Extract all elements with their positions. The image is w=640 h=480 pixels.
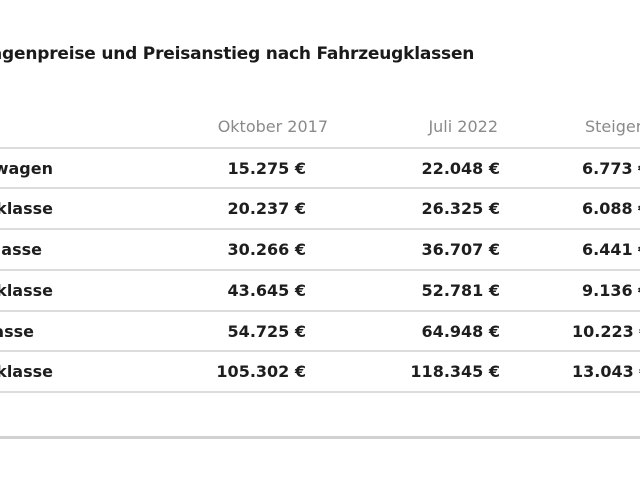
cell-oct2017: 15.275 €: [227, 159, 306, 178]
row-label: Luxusklasse: [0, 362, 53, 381]
table-row: Kompaktklasse 20.237 € 26.325 € 6.088 €: [0, 189, 640, 229]
cell-jul2022: 118.345 €: [410, 362, 500, 381]
row-divider: [0, 187, 640, 189]
header-divider: [0, 147, 640, 149]
cell-jul2022: 64.948 €: [421, 322, 500, 341]
cell-jul2022: 26.325 €: [421, 199, 500, 218]
cell-increase: 6.088 €: [582, 199, 640, 218]
table-row: Kleinwagen 15.275 € 22.048 € 6.773 €: [0, 149, 640, 189]
header-steigerung: Steigerung: [585, 117, 640, 136]
table-row: Obere Mittelklasse 43.645 € 52.781 € 9.1…: [0, 271, 640, 311]
cell-oct2017: 20.237 €: [227, 199, 306, 218]
cell-oct2017: 43.645 €: [227, 281, 306, 300]
row-divider: [0, 269, 640, 271]
row-label: Oberklasse: [0, 322, 34, 341]
row-label: Kleinwagen: [0, 159, 53, 178]
cell-increase: 13.043 €: [572, 362, 640, 381]
row-divider: [0, 350, 640, 352]
row-label: Kompaktklasse: [0, 199, 53, 218]
header-juli-2022: Juli 2022: [428, 117, 498, 136]
cell-increase: 6.441 €: [582, 240, 640, 259]
table-title: Neuwagenpreise und Preisanstieg nach Fah…: [0, 44, 475, 64]
header-oktober-2017: Oktober 2017: [217, 117, 328, 136]
cell-increase: 6.773 €: [582, 159, 640, 178]
cell-oct2017: 54.725 €: [227, 322, 306, 341]
table-bottom-border: [0, 436, 640, 439]
row-divider: [0, 310, 640, 312]
cell-jul2022: 36.707 €: [421, 240, 500, 259]
row-label: Obere Mittelklasse: [0, 281, 53, 300]
cell-increase: 10.223 €: [572, 322, 640, 341]
table-row: Oberklasse 54.725 € 64.948 € 10.223 €: [0, 312, 640, 352]
table-row: Mittelklasse 30.266 € 36.707 € 6.441 €: [0, 230, 640, 270]
cell-jul2022: 22.048 €: [421, 159, 500, 178]
row-divider: [0, 228, 640, 230]
cell-oct2017: 105.302 €: [216, 362, 306, 381]
table-row: Luxusklasse 105.302 € 118.345 € 13.043 €: [0, 352, 640, 392]
cell-jul2022: 52.781 €: [421, 281, 500, 300]
row-label: Mittelklasse: [0, 240, 42, 259]
row-divider: [0, 391, 640, 393]
cell-oct2017: 30.266 €: [227, 240, 306, 259]
cell-increase: 9.136 €: [582, 281, 640, 300]
